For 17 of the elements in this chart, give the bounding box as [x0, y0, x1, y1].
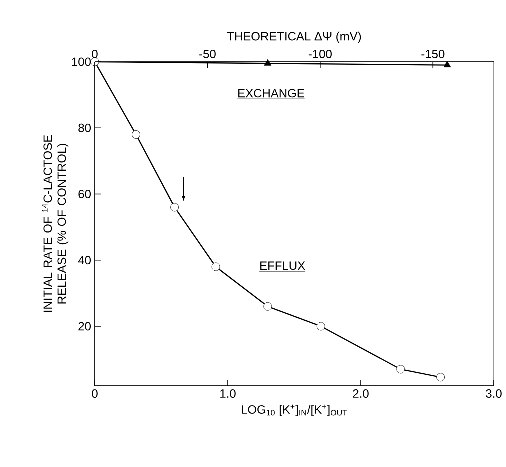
- x2-tick-label: -50: [200, 50, 216, 58]
- y-tick-label: 100: [72, 58, 91, 66]
- y-tick-label: 20: [78, 322, 92, 331]
- text: EXCHANGE: [238, 89, 304, 98]
- y-tick-label: 60: [78, 190, 92, 198]
- x-tick-label: 2.0: [353, 390, 369, 398]
- y-tick-label: 80: [78, 124, 92, 132]
- x2-tick-label: -100: [308, 50, 332, 58]
- x-tick-label: 0: [92, 390, 98, 398]
- y-tick-label: 40: [78, 256, 92, 265]
- x2-tick-label: -150: [422, 50, 445, 58]
- text: EFFLUX: [260, 262, 306, 270]
- x-tick-label: 1.0: [220, 390, 236, 398]
- x2-tick-label: 0: [92, 50, 98, 58]
- text: LOG$_{10}$ [K$^{+}$]$_{IN}$/[K$^{+}$]$_{OUT}$: [242, 404, 348, 416]
- x2-axis-title: THEORETICAL ΔΨ (mV): [227, 32, 362, 44]
- x-tick-label: 3.0: [486, 390, 502, 398]
